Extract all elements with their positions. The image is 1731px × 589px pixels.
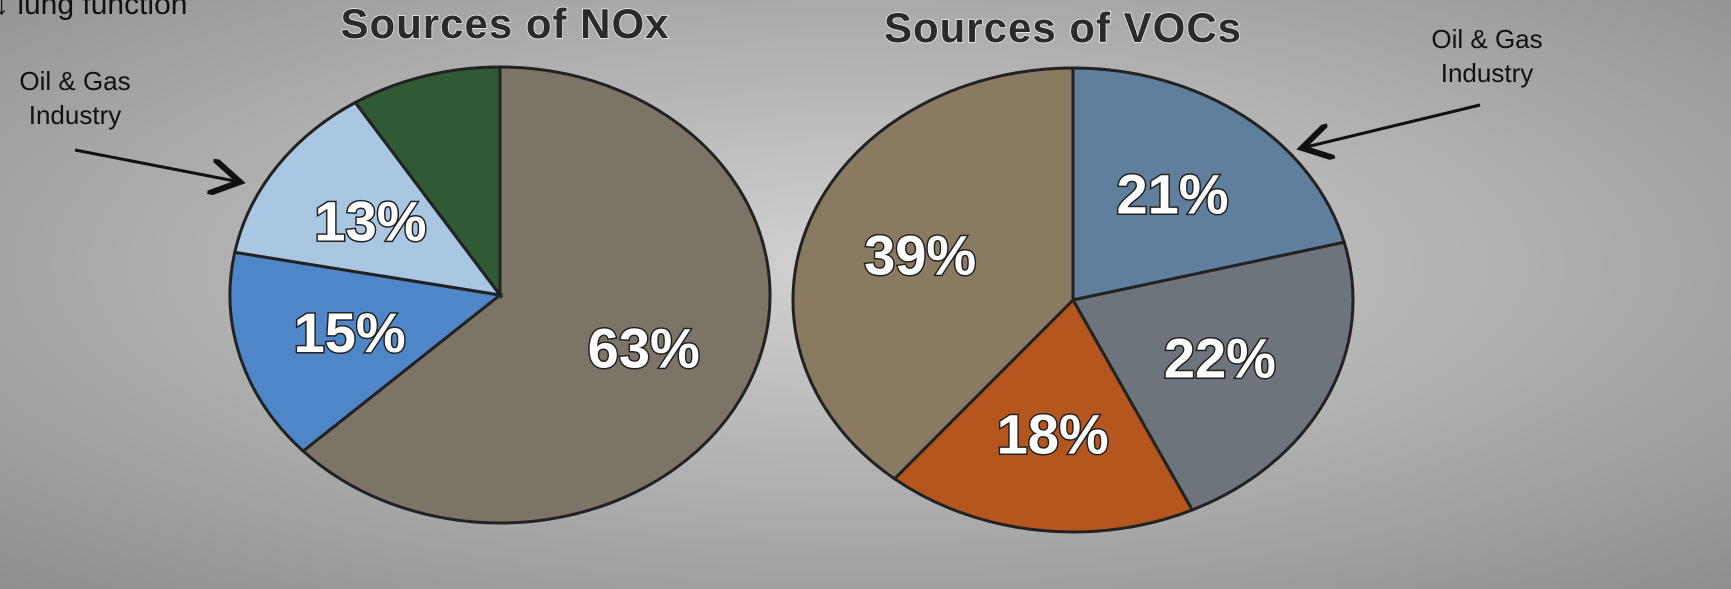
chart-title: Sources of NOx — [340, 0, 669, 47]
slice-label: 21% — [1116, 163, 1228, 226]
annotation: Industry — [29, 100, 122, 130]
header-text: ↓ lung function — [0, 0, 187, 21]
annotation: Oil & Gas — [19, 66, 130, 96]
annotation: Oil & Gas — [1431, 24, 1542, 54]
slide: ↓ lung function Sources of NOx 63% 15% 13% O… — [0, 0, 1731, 589]
chart-title: Sources of VOCs — [884, 4, 1242, 51]
slice-label: 15% — [294, 301, 406, 364]
annotation: Industry — [1441, 58, 1534, 88]
slice-label: 39% — [864, 223, 976, 286]
slice-label: 13% — [314, 190, 426, 253]
slice-label: 63% — [588, 317, 700, 380]
slice-label: 22% — [1164, 326, 1276, 389]
slice-label: 18% — [997, 402, 1109, 465]
